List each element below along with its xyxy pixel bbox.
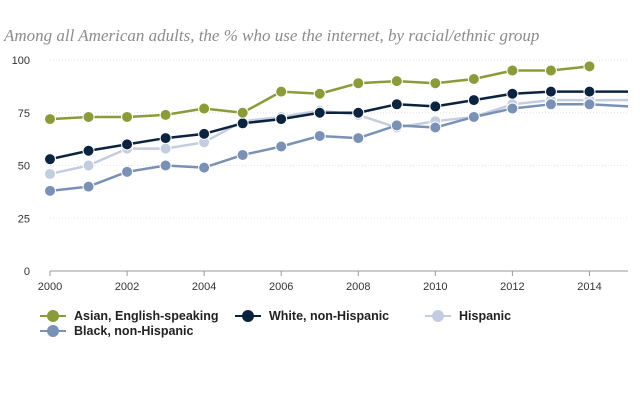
data-point bbox=[275, 113, 288, 126]
legend-label: Hispanic bbox=[459, 309, 512, 323]
data-point bbox=[44, 184, 56, 197]
data-point bbox=[44, 113, 56, 126]
series-lines bbox=[44, 60, 629, 197]
data-point bbox=[544, 64, 557, 77]
series-3 bbox=[44, 98, 629, 197]
data-point bbox=[352, 106, 365, 119]
x-tick-label: 2002 bbox=[115, 281, 139, 293]
x-tick-label: 2006 bbox=[269, 281, 293, 293]
gridlines bbox=[50, 59, 628, 219]
legend-item-asian: Asian, English-speaking bbox=[40, 309, 218, 323]
legend-label: Black, non-Hispanic bbox=[74, 324, 194, 338]
legend-item-black: Black, non-Hispanic bbox=[40, 324, 193, 338]
data-point bbox=[82, 110, 95, 123]
y-tick-label: 100 bbox=[12, 55, 30, 67]
data-point bbox=[390, 98, 403, 111]
legend-label: Asian, English-speaking bbox=[74, 309, 219, 323]
data-point bbox=[121, 138, 134, 151]
legend-marker bbox=[425, 309, 451, 323]
x-axis: 2000 2002 2004 2006 2008 2010 2012 2014 bbox=[38, 270, 628, 293]
x-tick-label: 2010 bbox=[423, 281, 447, 293]
series-line bbox=[49, 90, 628, 161]
series-0 bbox=[44, 60, 596, 126]
y-tick-label: 25 bbox=[18, 213, 30, 225]
data-point bbox=[583, 85, 596, 98]
y-tick-label: 50 bbox=[18, 161, 30, 173]
data-point bbox=[159, 132, 172, 145]
data-point bbox=[236, 148, 249, 161]
data-point bbox=[352, 77, 365, 90]
x-tick-label: 2012 bbox=[500, 281, 524, 293]
data-point bbox=[159, 142, 172, 155]
data-point bbox=[583, 98, 596, 111]
data-point bbox=[467, 94, 480, 107]
data-point bbox=[467, 72, 480, 85]
legend-item-white: White, non-Hispanic bbox=[235, 309, 389, 323]
data-point bbox=[159, 108, 172, 121]
data-point bbox=[275, 140, 288, 153]
data-point bbox=[198, 161, 211, 174]
data-point bbox=[313, 129, 326, 142]
data-point bbox=[506, 64, 519, 77]
data-point bbox=[198, 102, 211, 115]
data-point bbox=[390, 119, 403, 132]
legend-marker bbox=[40, 309, 66, 323]
data-point bbox=[506, 87, 519, 100]
data-point bbox=[429, 121, 442, 134]
data-point bbox=[44, 167, 56, 180]
legend-marker bbox=[40, 324, 66, 338]
data-point bbox=[44, 153, 56, 166]
y-axis-ticks: 0 25 50 75 100 bbox=[12, 55, 30, 278]
data-point bbox=[82, 144, 95, 157]
series-line bbox=[49, 103, 629, 193]
data-point bbox=[313, 106, 326, 119]
data-point bbox=[275, 85, 288, 98]
data-point bbox=[390, 75, 403, 88]
data-point bbox=[467, 110, 480, 123]
legend-label: White, non-Hispanic bbox=[269, 309, 390, 323]
data-point bbox=[236, 117, 249, 130]
data-point bbox=[236, 106, 249, 119]
x-tick-label: 2004 bbox=[192, 281, 216, 293]
x-tick-label: 2014 bbox=[577, 281, 601, 293]
data-point bbox=[121, 165, 134, 178]
data-point bbox=[506, 102, 519, 115]
x-tick-label: 2008 bbox=[346, 281, 370, 293]
data-point bbox=[313, 87, 326, 100]
x-tick-label: 2000 bbox=[38, 281, 62, 293]
legend-item-hispanic: Hispanic bbox=[425, 309, 511, 323]
legend-marker bbox=[235, 309, 261, 323]
data-point bbox=[82, 159, 95, 172]
data-point bbox=[198, 127, 211, 140]
series-1 bbox=[44, 85, 628, 166]
data-point bbox=[159, 159, 172, 172]
y-tick-label: 0 bbox=[24, 266, 30, 278]
y-tick-label: 75 bbox=[18, 108, 30, 120]
data-point bbox=[429, 77, 442, 90]
data-point bbox=[583, 60, 596, 73]
data-point bbox=[82, 180, 95, 193]
chart-subtitle: Among all American adults, the % who use… bbox=[4, 26, 540, 45]
data-point bbox=[352, 132, 365, 145]
data-point bbox=[429, 100, 442, 113]
data-point bbox=[121, 110, 134, 123]
data-point bbox=[544, 98, 557, 111]
data-point bbox=[544, 85, 557, 98]
